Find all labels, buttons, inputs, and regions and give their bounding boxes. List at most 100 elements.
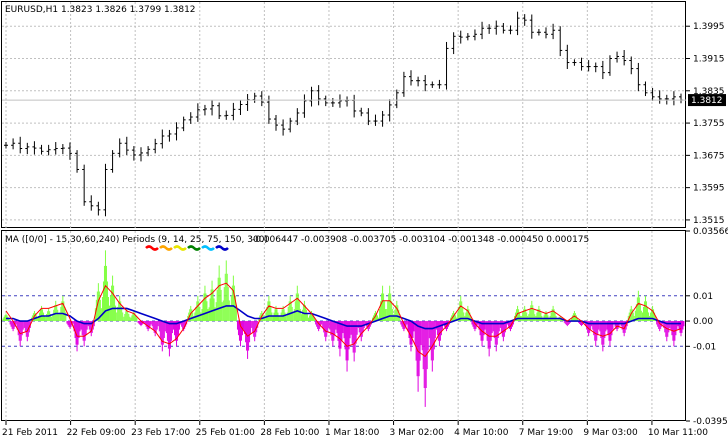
indicator-tick-label: -0.03958 [693,417,728,427]
price-tick-label: 1.3675 [693,151,725,161]
period-swatch [201,245,215,251]
price-bar [224,110,229,120]
price-bar [231,102,236,121]
price-bar [494,20,499,35]
price-bar [536,29,541,36]
price-bar [75,150,80,173]
indicator-title: MA ([0/0] - 15,30,60,240) Periods (9, 14… [5,235,268,245]
price-bar [650,87,655,101]
price-bar [444,41,449,90]
price-bar [337,94,342,108]
price-bar [515,11,520,36]
price-bar [437,79,442,89]
price-bar [139,147,143,162]
price-bar [387,99,392,122]
time-tick-label: 25 Feb 01:00 [196,428,255,438]
price-bar [167,129,172,142]
indicator-readout: -0.006447 -0.003908 -0.003705 -0.003104 … [252,235,589,245]
period-color-swatches [145,245,229,251]
time-tick-label: 4 Mar 10:00 [454,428,509,438]
price-bar [401,71,406,97]
price-bar [586,60,591,72]
price-bar [629,56,634,75]
price-bar [160,129,165,149]
price-bar [4,142,8,149]
price-tick-label: 1.3995 [693,22,725,32]
price-bar [330,98,335,107]
price-bar [636,62,641,92]
price-bar [551,23,556,40]
price-bar [202,104,207,116]
price-bar [544,27,548,39]
price-bar [210,100,215,116]
price-bar [281,119,286,136]
period-swatch [145,245,159,251]
price-bar [394,89,399,109]
price-bar [110,150,115,173]
price-bar [416,76,421,87]
price-bar [657,90,662,104]
period-swatch [159,245,173,251]
price-tick-label: 1.3515 [693,216,725,226]
time-tick-label: 3 Mar 02:00 [390,428,445,438]
price-tick-label: 1.3595 [693,184,725,194]
price-panel[interactable] [1,1,686,228]
price-bar [103,163,108,217]
price-bar [622,50,627,66]
price-bar [46,144,51,156]
price-bar [39,144,44,155]
price-bar [480,21,485,40]
price-bar [96,201,101,216]
ma-fast-line [5,282,682,358]
price-bar [593,62,598,73]
price-bar [53,142,58,155]
price-bar [146,146,151,157]
price-bar [181,116,186,132]
chart-title: EURUSD,H1 1.3823 1.3826 1.3799 1.3812 [5,5,196,15]
price-bar [671,91,676,106]
price-bar [615,51,620,63]
price-bar [195,103,200,122]
price-bar [558,26,563,57]
price-bar [295,108,300,126]
price-bar [423,75,428,92]
time-tick-label: 7 Mar 19:00 [519,428,574,438]
price-bar [501,22,506,34]
time-axis: 21 Feb 2011 22 Feb 09:00 23 Feb 17:00 25 Fe… [2,421,708,438]
price-bar [11,138,16,150]
price-bar [188,112,193,124]
price-bar [89,195,94,211]
price-bar [217,102,222,120]
price-axis: 1.3995 1.3915 1.3835 1.3755 1.3675 1.3595 1.35… [686,22,725,226]
price-bar [323,95,328,107]
price-bar [451,32,456,55]
time-tick-label: 9 Mar 03:00 [583,428,638,438]
period-swatch [215,245,229,251]
price-bar [458,30,463,44]
price-bars [4,11,683,217]
price-bar [472,29,477,41]
time-tick-label: 10 Mar 11:00 [648,428,708,438]
price-grid [2,2,686,228]
price-bar [302,94,307,118]
current-price-label: 1.3812 [688,94,726,107]
indicator-tick-label: 0.01 [693,292,713,302]
price-bar [579,57,584,71]
price-bar [373,114,378,126]
ma-slow-line [6,305,681,330]
time-tick-label: 1 Mar 18:00 [325,428,380,438]
period-swatch [187,245,201,251]
indicator-tick-label: 0.00 [693,317,713,327]
price-bar [67,142,72,160]
price-bar [508,25,513,35]
price-bar [174,122,179,141]
price-bar [359,107,364,117]
price-bar [309,86,314,107]
time-tick-label: 21 Feb 2011 [2,428,58,438]
price-bar [274,115,278,131]
price-bar [32,141,37,155]
price-tick-label: 1.3755 [693,119,725,129]
price-bar [430,81,435,88]
price-bar [259,91,264,107]
